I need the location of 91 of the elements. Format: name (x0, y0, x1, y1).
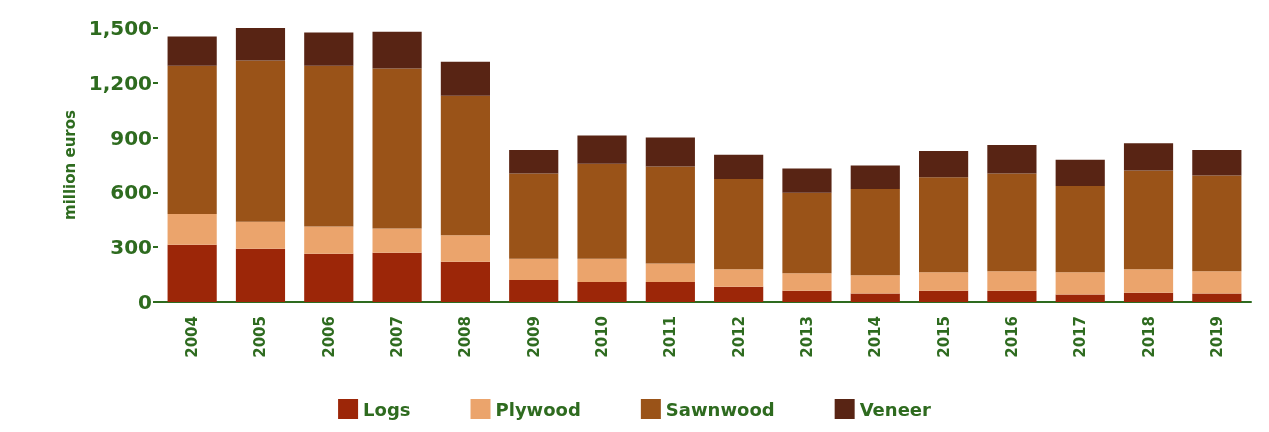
x-tick-label: 2010 (593, 316, 612, 358)
bar (645, 166, 695, 264)
bar (714, 179, 764, 270)
x-tick-label: 2017 (1071, 316, 1090, 358)
bar (850, 275, 900, 294)
bar (1192, 175, 1242, 272)
bar (919, 150, 969, 178)
bar (714, 269, 764, 287)
bar (850, 165, 900, 189)
bar (1192, 293, 1242, 302)
bar (509, 258, 559, 280)
y-tick-label: 600 (110, 180, 152, 205)
bar (919, 177, 969, 273)
bar (304, 253, 354, 302)
y-tick-label: 1,200 (88, 70, 152, 95)
bar (919, 272, 969, 291)
x-tick-label: 2004 (183, 316, 202, 358)
bar (1123, 269, 1174, 293)
y-tick-label: 1,500 (88, 16, 152, 40)
bar (509, 150, 559, 174)
x-tick-label: 2013 (797, 316, 816, 358)
bar (167, 244, 217, 302)
x-tick-label: 2007 (388, 316, 407, 358)
x-tick-label: 2019 (1207, 316, 1226, 358)
bar (372, 31, 422, 69)
x-tick-label: 2015 (934, 316, 953, 358)
legend-label: Plywood (495, 398, 581, 420)
bar (235, 60, 286, 222)
bar (577, 258, 627, 282)
bar (372, 252, 422, 302)
legend-label: Sawnwood (665, 398, 775, 420)
bar (372, 68, 422, 229)
x-tick-label: 2011 (661, 316, 680, 358)
bar (235, 28, 286, 61)
bar (509, 279, 559, 302)
bar (987, 173, 1037, 272)
bar (235, 221, 286, 249)
bar (645, 137, 695, 167)
bar (1192, 150, 1242, 176)
bar (577, 135, 627, 164)
bar (782, 273, 832, 291)
bar (645, 281, 695, 302)
x-tick-label: 2005 (251, 316, 270, 358)
bar (1055, 272, 1105, 295)
bar (714, 286, 764, 302)
x-tick-label: 2009 (524, 316, 543, 358)
bar (1192, 271, 1242, 294)
bar (440, 61, 490, 96)
x-tick-label: 2014 (866, 316, 885, 358)
bar (645, 263, 695, 282)
bar (372, 228, 422, 253)
bar (850, 293, 900, 302)
bar (440, 235, 490, 262)
bar (714, 154, 764, 180)
y-axis-title: million euros (61, 109, 80, 220)
y-tick-label: 900 (110, 125, 152, 150)
legend-label: Logs (363, 398, 411, 420)
y-tick-label: 300 (110, 235, 152, 260)
bar (987, 271, 1037, 291)
x-tick-label: 2016 (1002, 316, 1021, 358)
bar (304, 226, 354, 254)
bar (987, 145, 1037, 174)
bar (919, 290, 969, 302)
bar (1055, 294, 1105, 302)
bar (167, 36, 217, 66)
bar (440, 261, 490, 302)
bar (167, 65, 217, 214)
bar (577, 163, 627, 259)
bar (440, 95, 490, 236)
bar (850, 188, 900, 276)
bar (577, 281, 627, 302)
bar (1123, 292, 1174, 302)
x-tick-label: 2006 (319, 316, 338, 358)
bar (509, 173, 559, 259)
bar (1123, 170, 1174, 270)
bar (987, 290, 1037, 302)
bar (782, 192, 832, 274)
y-tick-label: 0 (138, 290, 152, 314)
bar (1055, 159, 1105, 187)
bar (1055, 186, 1105, 273)
x-tick-label: 2018 (1139, 316, 1158, 358)
bar (304, 32, 354, 66)
x-tick-label: 2012 (729, 316, 748, 358)
bar (782, 290, 832, 302)
bar (782, 168, 832, 193)
bar (1123, 143, 1174, 171)
x-tick-label: 2008 (456, 316, 475, 358)
bar (304, 65, 354, 227)
bar (167, 213, 217, 245)
legend-label: Veneer (859, 398, 932, 420)
bar (235, 248, 286, 302)
